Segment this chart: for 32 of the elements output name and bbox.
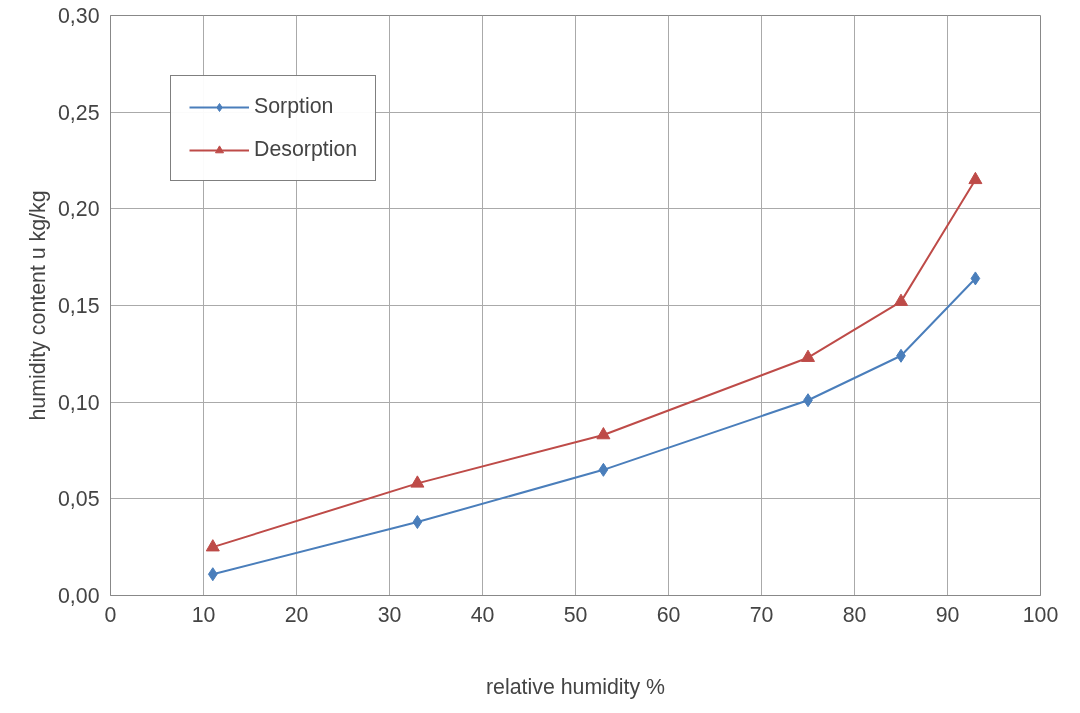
point [801,349,815,362]
y-tick-label: 0,15 [57,294,100,318]
y-tick-label: 0,20 [57,197,100,222]
x-tick-label: 80 [842,602,867,627]
legend-label: Desorption [254,137,358,162]
y-axis-title: humidity content u kg/kg [25,190,50,421]
x-tick-label: 0 [104,602,117,627]
x-tick-label: 70 [749,602,774,627]
point [410,475,425,488]
x-tick-label: 20 [284,602,309,627]
y-tick-label: 0,25 [57,100,100,125]
y-tick-label: 0,05 [57,487,100,512]
point [596,427,611,440]
x-tick-label: 10 [191,602,216,627]
x-tick-label: 40 [470,602,495,627]
y-tick-label: 0,10 [57,390,100,415]
y-tick-label: 0,00 [57,584,100,608]
point [207,567,218,582]
x-tick-label: 50 [563,602,588,627]
point [894,293,908,306]
x-tick-label: 60 [656,602,681,627]
point [412,515,423,530]
legend-label: Sorption [254,94,334,119]
x-tick-label: 30 [377,602,402,627]
point [598,462,609,477]
x-tick-label: 100 [1022,602,1059,627]
x-axis-title: relative humidity % [486,674,666,699]
point [968,171,983,185]
x-tick-label: 90 [935,602,960,627]
point [970,271,981,286]
point [205,539,220,552]
y-tick-label: 0,30 [57,4,100,28]
